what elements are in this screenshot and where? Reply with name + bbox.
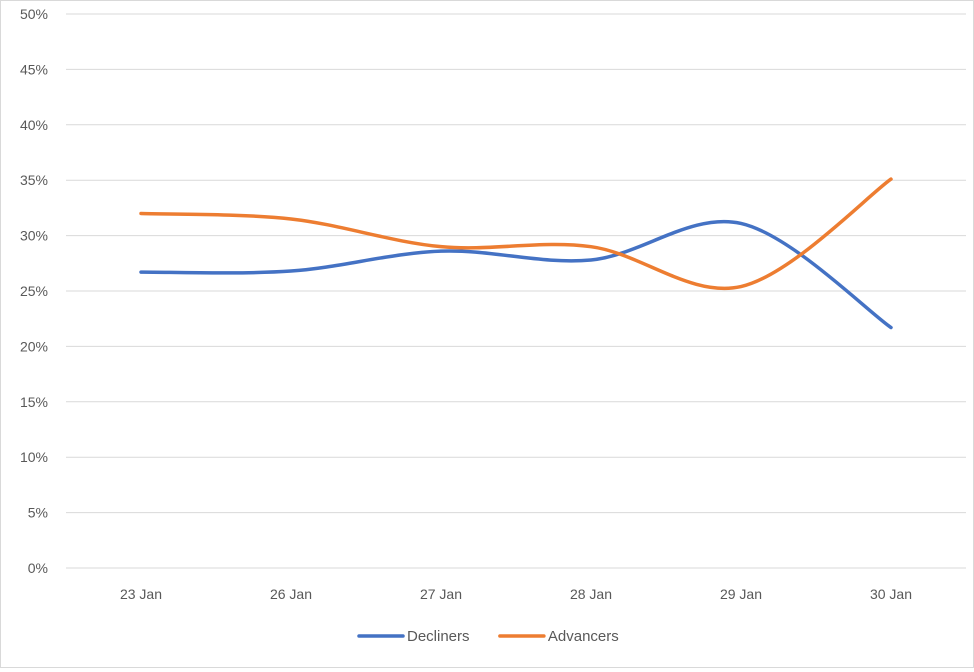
y-tick-label: 15% (20, 394, 48, 410)
legend-label-advancers: Advancers (548, 628, 619, 645)
legend-label-decliners: Decliners (407, 628, 470, 645)
gridlines (66, 14, 966, 568)
x-tick-label: 26 Jan (270, 586, 312, 602)
y-tick-label: 35% (20, 172, 48, 188)
series-line-decliners (141, 222, 891, 328)
y-tick-label: 45% (20, 61, 48, 77)
x-tick-label: 23 Jan (120, 586, 162, 602)
y-tick-label: 30% (20, 228, 48, 244)
y-tick-label: 20% (20, 338, 48, 354)
series-lines (141, 179, 891, 328)
y-tick-label: 10% (20, 449, 48, 465)
x-tick-label: 29 Jan (720, 586, 762, 602)
y-tick-label: 25% (20, 283, 48, 299)
y-tick-label: 0% (28, 560, 48, 576)
x-tick-label: 27 Jan (420, 586, 462, 602)
y-tick-label: 5% (28, 505, 48, 521)
x-tick-label: 28 Jan (570, 586, 612, 602)
y-tick-label: 50% (20, 6, 48, 22)
y-axis-tick-labels: 0% 5% 10% 15% 20% 25% 30% 35% 40% 45% 50% (20, 6, 48, 576)
legend: Decliners Advancers (359, 628, 619, 645)
y-tick-label: 40% (20, 117, 48, 133)
x-axis-tick-labels: 23 Jan 26 Jan 27 Jan 28 Jan 29 Jan 30 Jan (120, 586, 912, 602)
x-tick-label: 30 Jan (870, 586, 912, 602)
